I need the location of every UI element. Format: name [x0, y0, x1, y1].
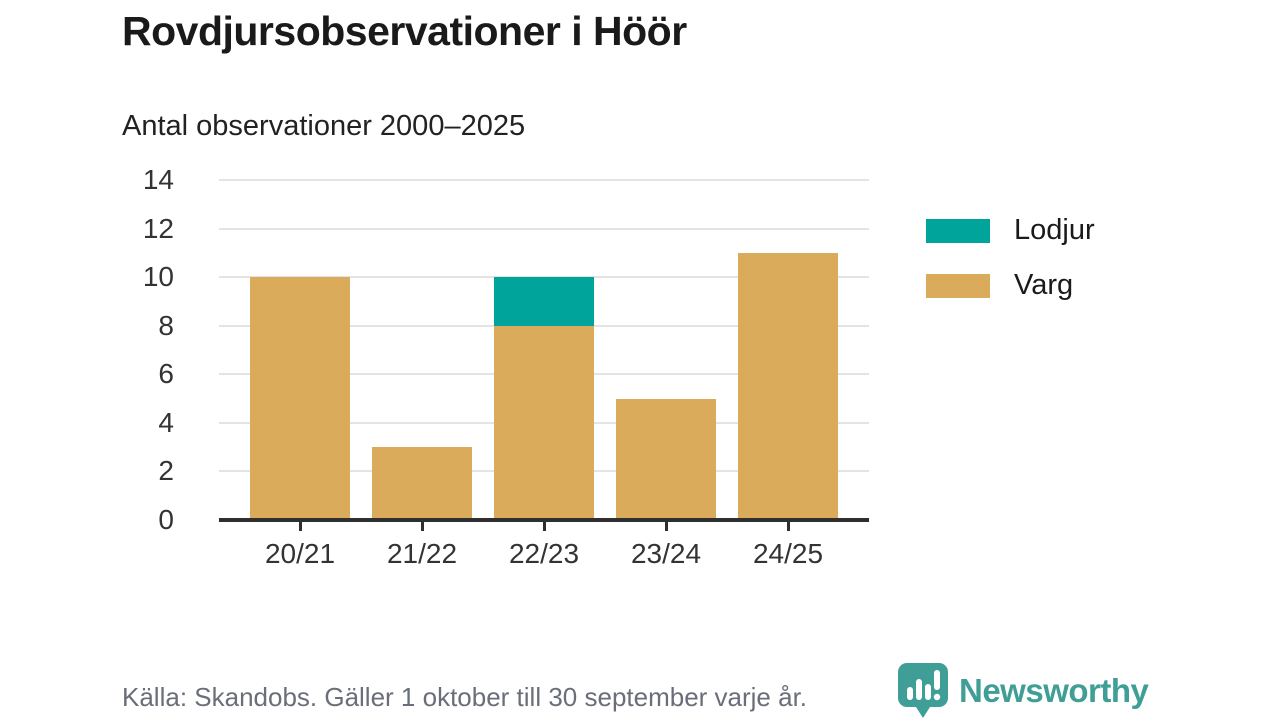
- gridline: [219, 179, 869, 181]
- chart-subtitle: Antal observationer 2000–2025: [122, 110, 526, 142]
- y-tick-label: 6: [158, 358, 174, 390]
- x-tick-mark: [786, 522, 790, 531]
- source-note: Källa: Skandobs. Gäller 1 oktober till 3…: [122, 682, 808, 712]
- gridline: [219, 227, 869, 230]
- newsworthy-brand: Newsworthy: [897, 662, 1149, 719]
- x-tick-label: 23/24: [630, 538, 702, 569]
- chart-legend: Lodjur Varg: [926, 214, 1095, 324]
- y-tick-label: 8: [158, 309, 174, 341]
- legend-swatch-lodjur: [926, 218, 990, 243]
- legend-swatch-varg: [926, 273, 990, 298]
- bar-segment-varg: [738, 252, 838, 520]
- legend-row-lodjur: Lodjur: [926, 214, 1095, 247]
- x-tick-mark: [420, 522, 424, 531]
- bar-stack-20-21: [250, 180, 350, 520]
- bar-segment-varg: [250, 277, 350, 520]
- x-tick-mark: [542, 522, 546, 531]
- legend-row-varg: Varg: [926, 269, 1095, 302]
- bar-stack-21-22: [372, 180, 472, 520]
- x-tick-label: 21/22: [386, 538, 458, 569]
- y-tick-label: 14: [142, 164, 174, 195]
- bar-stack-23-24: [616, 180, 716, 520]
- bar-stack-22-23: [494, 180, 594, 520]
- newsworthy-logo-icon: [898, 663, 948, 718]
- bar-segment-varg: [616, 398, 716, 520]
- y-tick-label: 0: [158, 504, 174, 535]
- legend-label-varg: Varg: [1014, 269, 1074, 301]
- bar-segment-varg: [372, 447, 472, 520]
- y-tick-label: 10: [142, 261, 174, 293]
- bar-segment-lodjur: [494, 277, 594, 326]
- y-tick-label: 12: [142, 212, 174, 244]
- x-tick-mark: [664, 522, 668, 531]
- plot-area: [219, 179, 869, 531]
- y-axis-labels: 0 2 4 6 8 10 12 14: [110, 164, 196, 535]
- brand-name: Newsworthy: [959, 671, 1149, 709]
- x-axis-labels: 20/21 21/22 22/23 23/24 24/25: [219, 538, 869, 578]
- x-axis-line: [219, 518, 869, 522]
- x-tick-mark: [298, 522, 302, 531]
- y-tick-label: 4: [158, 406, 174, 438]
- bar-segment-varg: [494, 325, 594, 520]
- bar-stack-24-25: [738, 180, 838, 520]
- x-tick-label: 22/23: [508, 538, 580, 569]
- legend-label-lodjur: Lodjur: [1014, 214, 1095, 246]
- y-tick-label: 2: [158, 455, 174, 487]
- page-title: Rovdjursobservationer i Höör: [122, 8, 687, 54]
- x-tick-label: 20/21: [264, 538, 336, 569]
- x-tick-label: 24/25: [752, 538, 824, 569]
- gridline: [219, 276, 869, 279]
